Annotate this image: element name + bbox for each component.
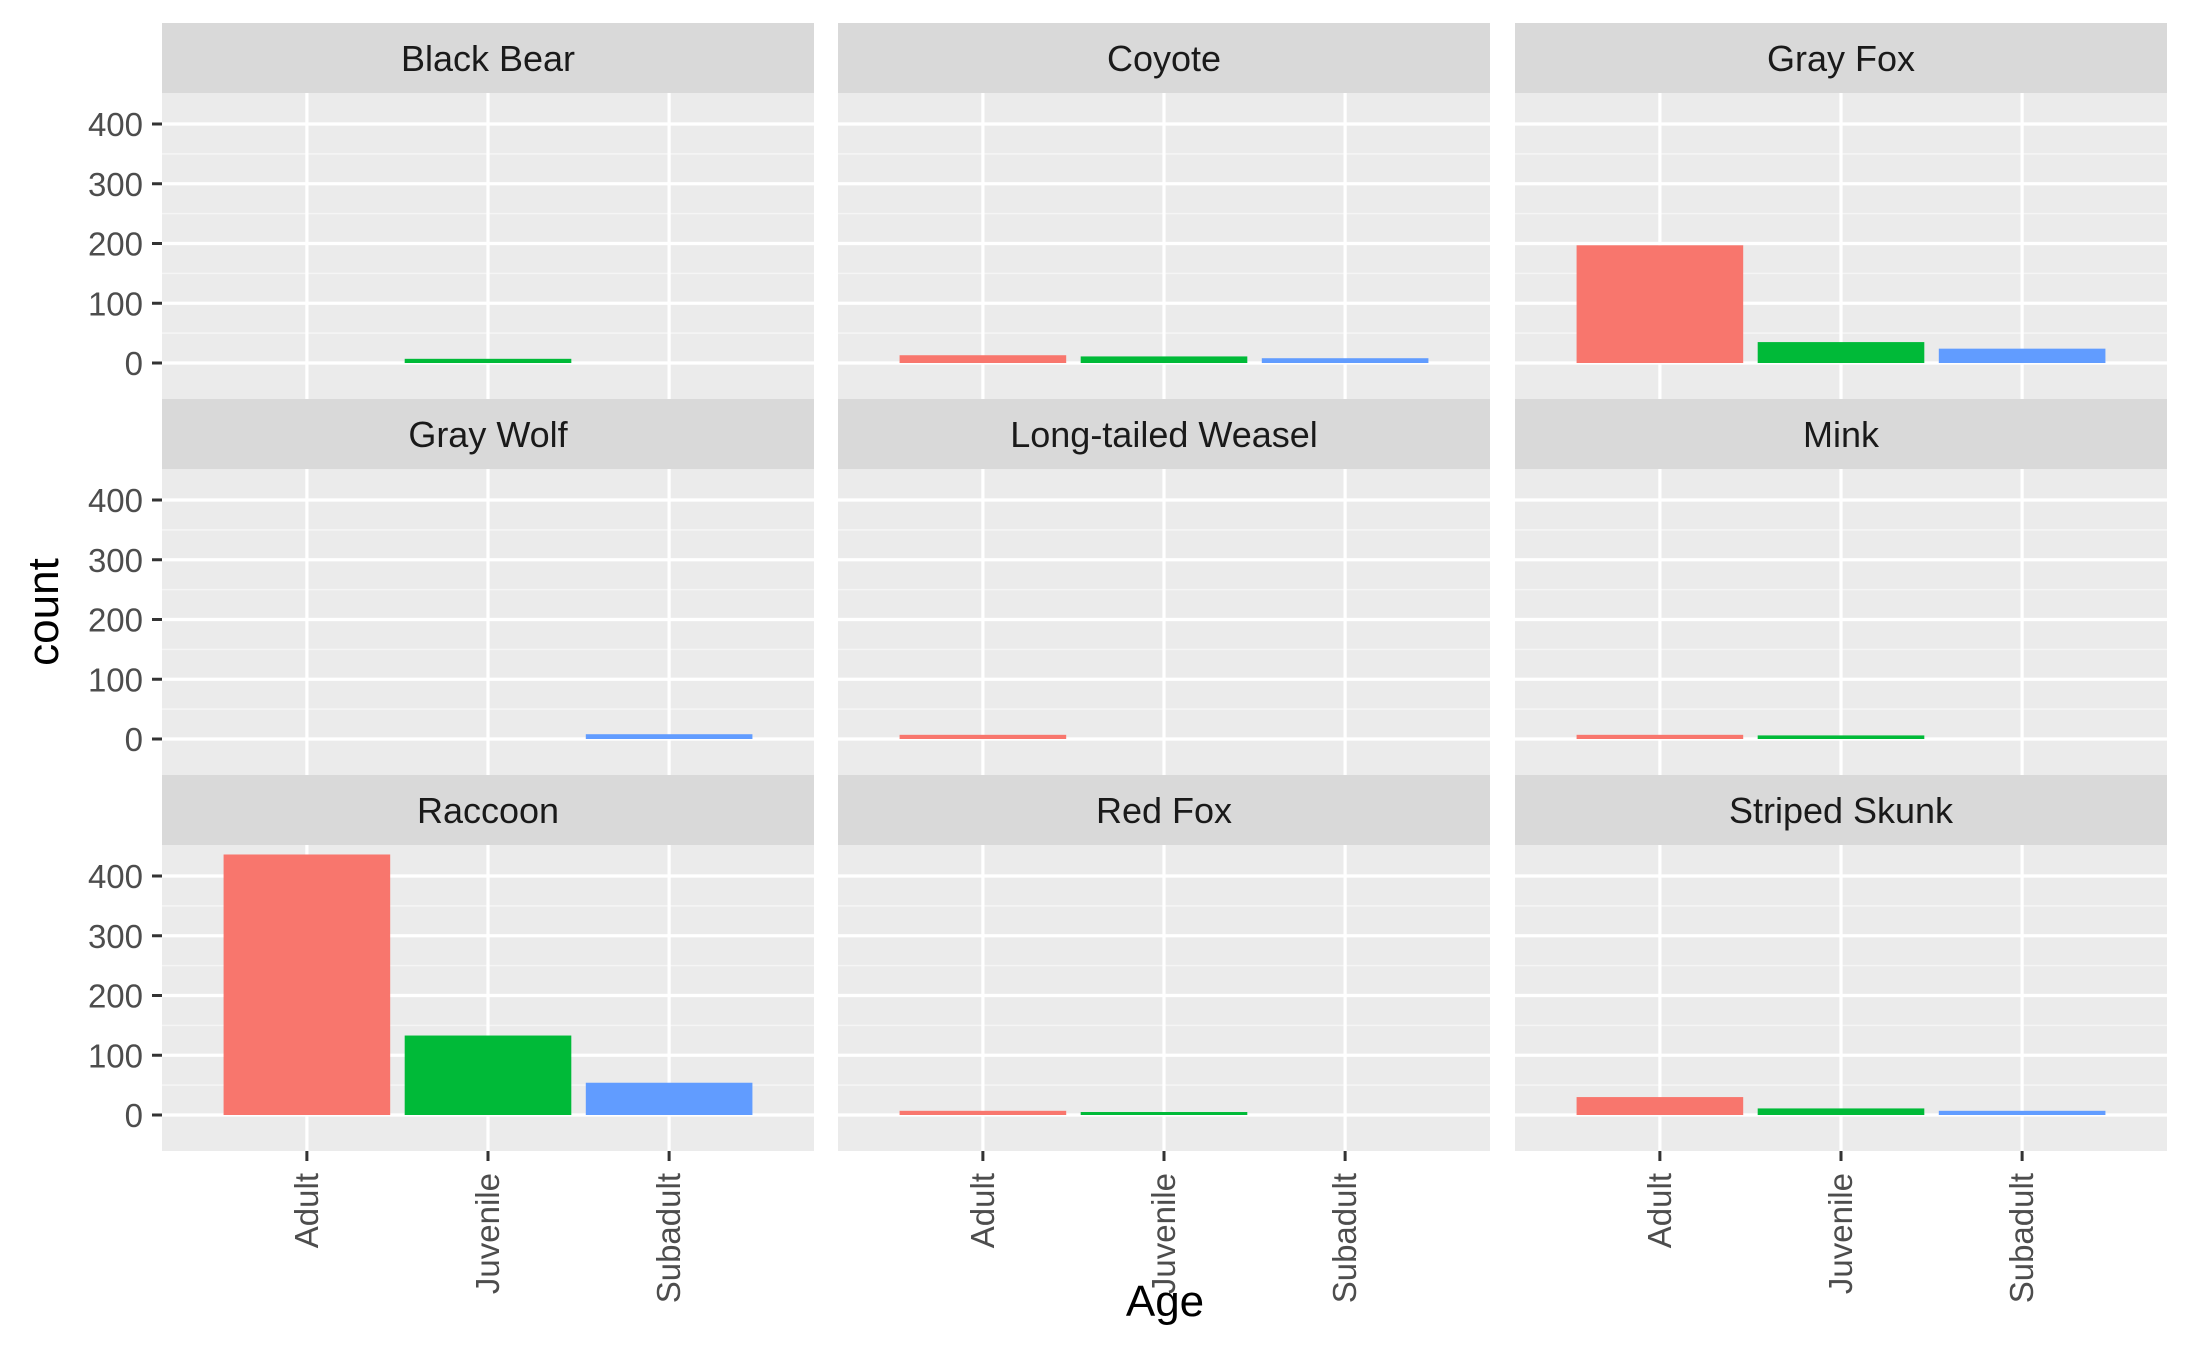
bar-raccoon-juvenile [404, 1035, 572, 1115]
bar-striped-skunk-adult [1576, 1097, 1744, 1115]
bar-raccoon-adult [223, 854, 391, 1115]
facet-title-gray-wolf: Gray Wolf [408, 414, 568, 455]
bar-mink-juvenile [1757, 735, 1925, 739]
y-tick-label: 0 [125, 1097, 143, 1134]
y-tick-label: 300 [88, 166, 143, 203]
bar-raccoon-subadult [585, 1082, 753, 1115]
x-tick-label-adult: Adult [1641, 1173, 1678, 1248]
facet-strip-striped-skunk [1515, 775, 2167, 845]
x-tick-label-adult: Adult [288, 1173, 325, 1248]
facet-strip-gray-wolf [162, 399, 814, 469]
bar-striped-skunk-juvenile [1757, 1108, 1925, 1115]
facet-strip-red-fox [838, 775, 1490, 845]
y-tick-label: 0 [125, 721, 143, 758]
facet-title-striped-skunk: Striped Skunk [1729, 790, 1954, 831]
facet-strip-long-tailed-weasel [838, 399, 1490, 469]
bar-striped-skunk-subadult [1938, 1110, 2106, 1115]
facet-strip-mink [1515, 399, 2167, 469]
facet-title-gray-fox: Gray Fox [1767, 38, 1915, 79]
facet-strip-gray-fox [1515, 23, 2167, 93]
bar-mink-adult [1576, 734, 1744, 739]
facet-title-coyote: Coyote [1107, 38, 1221, 79]
bar-coyote-juvenile [1080, 356, 1248, 363]
bar-gray-fox-adult [1576, 245, 1744, 363]
bar-gray-wolf-subadult [585, 734, 753, 739]
facet-title-long-tailed-weasel: Long-tailed Weasel [1010, 414, 1318, 455]
facet-title-red-fox: Red Fox [1096, 790, 1232, 831]
y-tick-label: 200 [88, 602, 143, 639]
bar-red-fox-adult [899, 1110, 1067, 1115]
y-tick-label: 400 [88, 482, 143, 519]
x-axis-title: Age [1126, 1277, 1204, 1326]
x-tick-label-juvenile: Juvenile [1822, 1173, 1859, 1294]
y-tick-label: 100 [88, 661, 143, 698]
x-tick-label-subadult: Subadult [1326, 1173, 1363, 1303]
y-tick-label: 0 [125, 345, 143, 382]
y-tick-label: 300 [88, 918, 143, 955]
y-tick-label: 300 [88, 542, 143, 579]
bar-red-fox-juvenile [1080, 1112, 1248, 1115]
facet-strip-black-bear [162, 23, 814, 93]
x-tick-label-juvenile: Juvenile [1145, 1173, 1182, 1294]
bar-long-tailed-weasel-adult [899, 734, 1067, 739]
facet-strip-coyote [838, 23, 1490, 93]
bar-coyote-subadult [1261, 358, 1429, 363]
x-tick-label-adult: Adult [964, 1173, 1001, 1248]
x-tick-label-juvenile: Juvenile [469, 1173, 506, 1294]
y-tick-label: 100 [88, 1037, 143, 1074]
facet-title-raccoon: Raccoon [417, 790, 559, 831]
x-tick-label-subadult: Subadult [2003, 1173, 2040, 1303]
facet-strip-raccoon [162, 775, 814, 845]
bar-black-bear-juvenile [404, 358, 572, 363]
y-tick-label: 200 [88, 226, 143, 263]
bar-coyote-adult [899, 355, 1067, 363]
bar-gray-fox-juvenile [1757, 342, 1925, 363]
y-tick-label: 400 [88, 106, 143, 143]
y-axis-title: count [19, 558, 68, 666]
facet-title-mink: Mink [1803, 414, 1880, 455]
y-tick-label: 200 [88, 978, 143, 1015]
y-tick-label: 100 [88, 285, 143, 322]
bar-gray-fox-subadult [1938, 348, 2106, 363]
facet-title-black-bear: Black Bear [401, 38, 575, 79]
x-tick-label-subadult: Subadult [650, 1173, 687, 1303]
y-tick-label: 400 [88, 858, 143, 895]
